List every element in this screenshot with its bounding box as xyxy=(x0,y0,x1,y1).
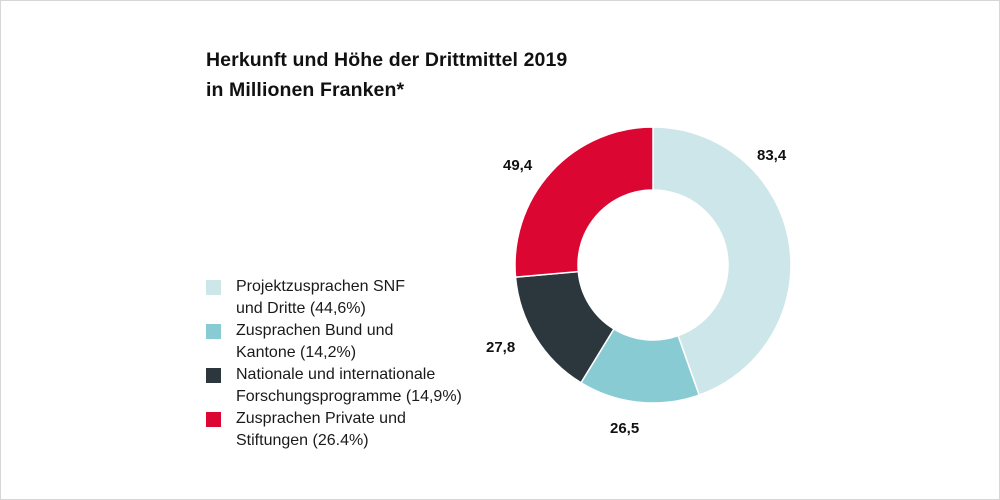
legend-label-bund-kantone: Zusprachen Bund und Kantone (14,2%) xyxy=(236,322,394,361)
legend-item-forschungsprogramme: Nationale und internationale Forschungsp… xyxy=(206,364,462,408)
data-label-snf: 83,4 xyxy=(757,147,787,164)
legend-swatch-private-stiftungen xyxy=(206,412,221,427)
legend-swatch-forschungsprogramme xyxy=(206,368,221,383)
data-label-private-stiftungen: 49,4 xyxy=(503,157,533,174)
legend-item-private-stiftungen: Zusprachen Private und Stiftungen (26.4%… xyxy=(206,408,462,452)
data-label-bund-kantone: 26,5 xyxy=(610,420,639,437)
legend-swatch-bund-kantone xyxy=(206,324,221,339)
legend-item-bund-kantone: Zusprachen Bund und Kantone (14,2%) xyxy=(206,320,462,364)
chart-subtitle: in Millionen Franken* xyxy=(206,79,405,101)
legend-label-forschungsprogramme: Nationale und internationale Forschungsp… xyxy=(236,366,462,405)
legend-label-private-stiftungen: Zusprachen Private und Stiftungen (26.4%… xyxy=(236,410,406,449)
donut-slice-snf xyxy=(652,126,792,397)
chart-title-block: Herkunft und Höhe der Drittmittel 2019 i… xyxy=(206,45,567,105)
chart-title: Herkunft und Höhe der Drittmittel 2019 xyxy=(206,49,568,71)
legend-swatch-snf xyxy=(206,280,221,295)
legend-label-snf: Projektzusprachen SNF und Dritte (44,6%) xyxy=(236,278,405,317)
legend: Projektzusprachen SNF und Dritte (44,6%)… xyxy=(206,276,462,452)
donut-slice-private-stiftungen xyxy=(514,126,654,278)
legend-item-snf: Projektzusprachen SNF und Dritte (44,6%) xyxy=(206,276,462,320)
data-label-forschungsprogramme: 27,8 xyxy=(486,339,515,356)
